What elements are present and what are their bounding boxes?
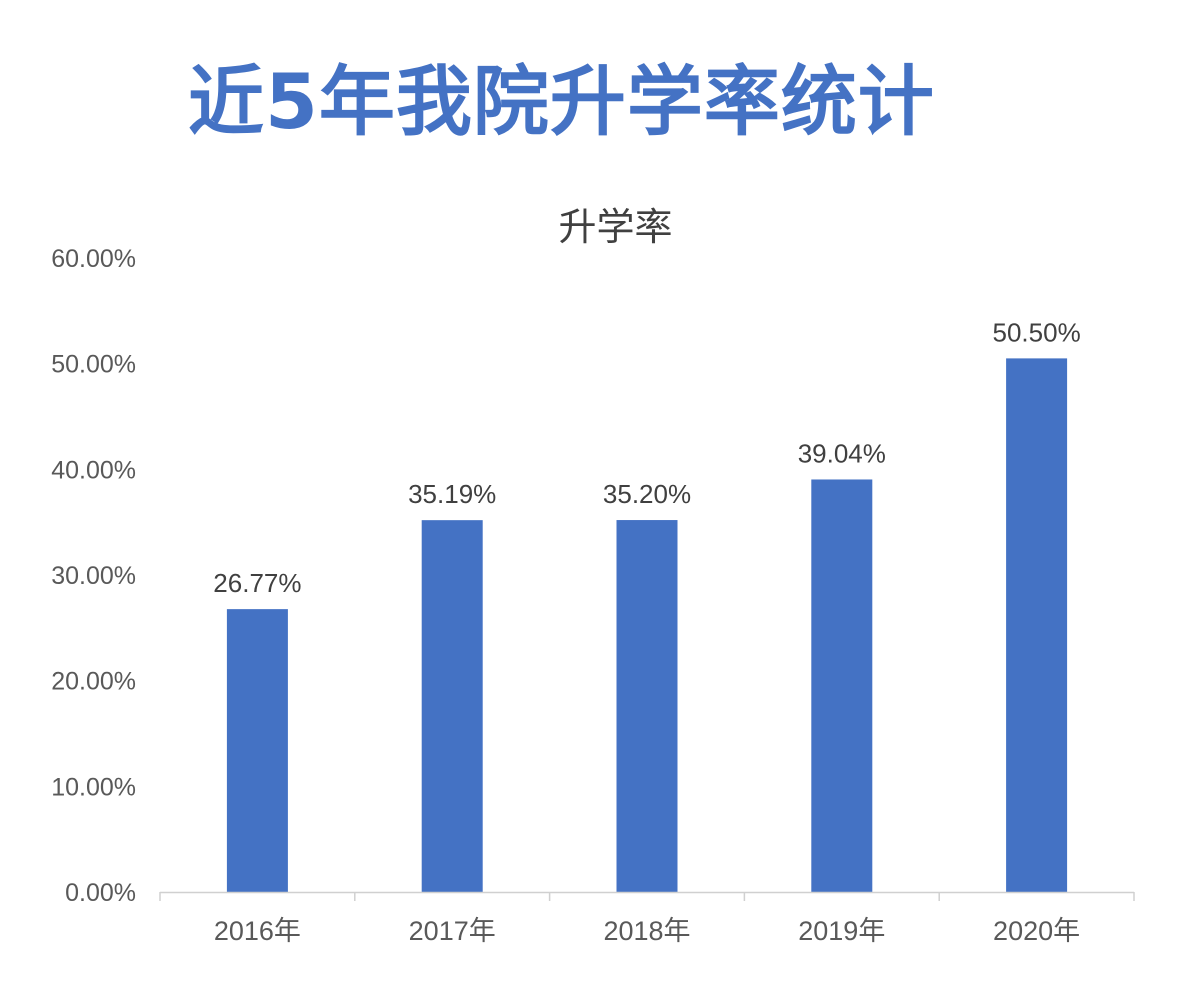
data-label: 35.20%	[603, 479, 691, 509]
y-tick-label: 50.00%	[51, 351, 136, 379]
chart-title: 升学率	[558, 205, 673, 249]
y-tick-label: 20.00%	[51, 668, 136, 696]
data-label: 50.50%	[993, 317, 1081, 347]
x-tick-label: 2016年	[214, 916, 301, 946]
data-label: 26.77%	[213, 568, 301, 598]
y-tick-label: 40.00%	[51, 456, 136, 484]
y-axis-labels: 0.00% 10.00% 20.00% 30.00% 40.00% 50.00% 60.00…	[51, 245, 136, 907]
x-tick-label: 2019年	[798, 916, 885, 946]
x-tick-label: 2020年	[993, 916, 1080, 946]
data-label: 35.19%	[408, 479, 496, 509]
bar	[226, 609, 288, 892]
bar	[811, 479, 873, 892]
bar	[421, 520, 483, 892]
bars	[226, 358, 1068, 893]
page-title: 近5年我院升学率统计	[188, 57, 935, 146]
y-tick-label: 60.00%	[51, 245, 136, 273]
y-tick-label: 10.00%	[51, 773, 136, 801]
data-label: 39.04%	[798, 438, 886, 468]
bar	[616, 520, 678, 892]
bar	[1006, 358, 1068, 893]
x-tick-label: 2017年	[409, 916, 496, 946]
y-tick-label: 30.00%	[51, 562, 136, 590]
x-axis-labels: 2016年 2017年 2018年 2019年 2020年	[214, 916, 1080, 946]
data-labels: 26.77% 35.19% 35.20% 39.04% 50.50%	[213, 317, 1080, 598]
y-tick-label: 0.00%	[65, 879, 136, 907]
x-tick-label: 2018年	[603, 916, 690, 946]
x-axis-ticks	[159, 892, 1135, 901]
